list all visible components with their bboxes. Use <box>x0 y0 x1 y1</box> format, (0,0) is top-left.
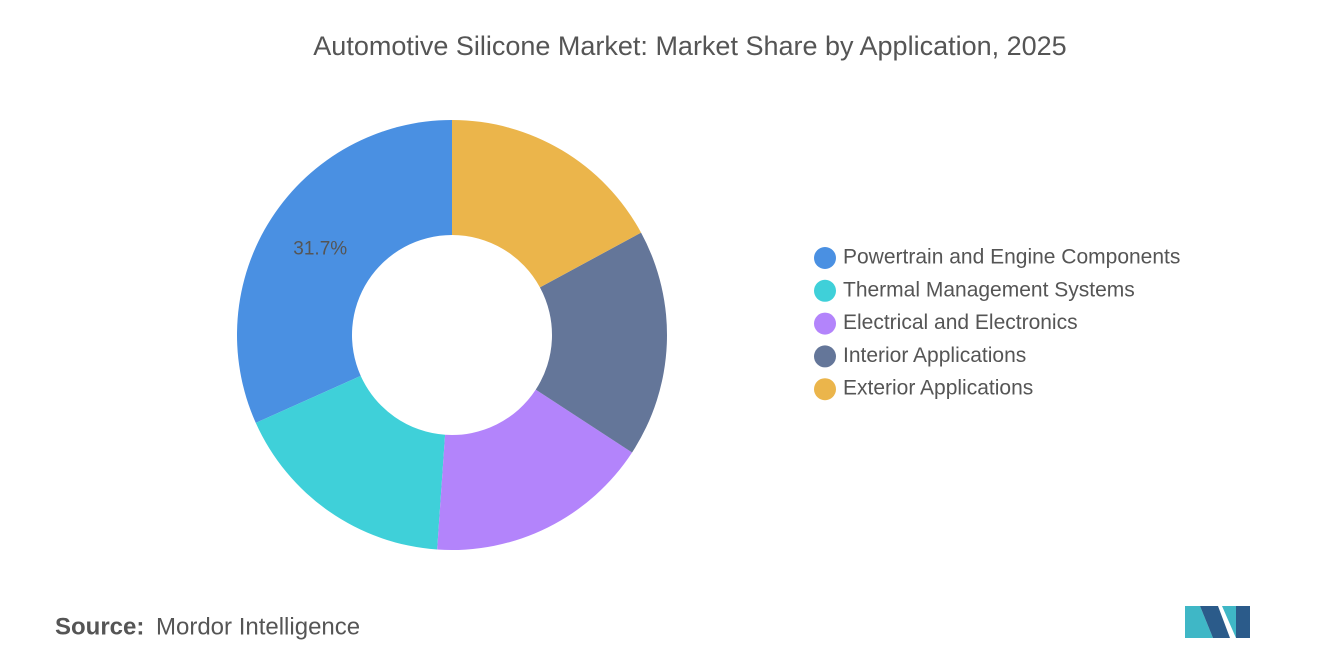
donut: 31.7% <box>236 120 667 550</box>
legend: Powertrain and Engine Components Thermal … <box>814 246 1180 401</box>
logo <box>1185 606 1250 638</box>
legend-label: Powertrain and Engine Components <box>843 246 1180 269</box>
slice <box>535 232 667 453</box>
legend-label: Interior Applications <box>843 344 1026 367</box>
value-label: 31.7% <box>293 239 347 260</box>
slice <box>236 120 452 423</box>
legend-swatch <box>814 247 836 269</box>
chart-title: Automotive Silicone Market: Market Share… <box>313 31 1066 61</box>
slice <box>255 375 446 550</box>
legend-label: Electrical and Electronics <box>843 311 1078 334</box>
legend-label: Thermal Management Systems <box>843 278 1135 301</box>
legend-swatch <box>814 345 836 368</box>
slice <box>437 389 633 550</box>
legend-swatch <box>814 279 836 302</box>
legend-label: Exterior Applications <box>843 377 1033 400</box>
legend-swatch <box>814 312 836 335</box>
source-label: Source: <box>55 613 144 640</box>
legend-swatch <box>814 378 836 401</box>
slice <box>452 120 642 288</box>
source: Mordor Intelligence <box>156 613 360 640</box>
